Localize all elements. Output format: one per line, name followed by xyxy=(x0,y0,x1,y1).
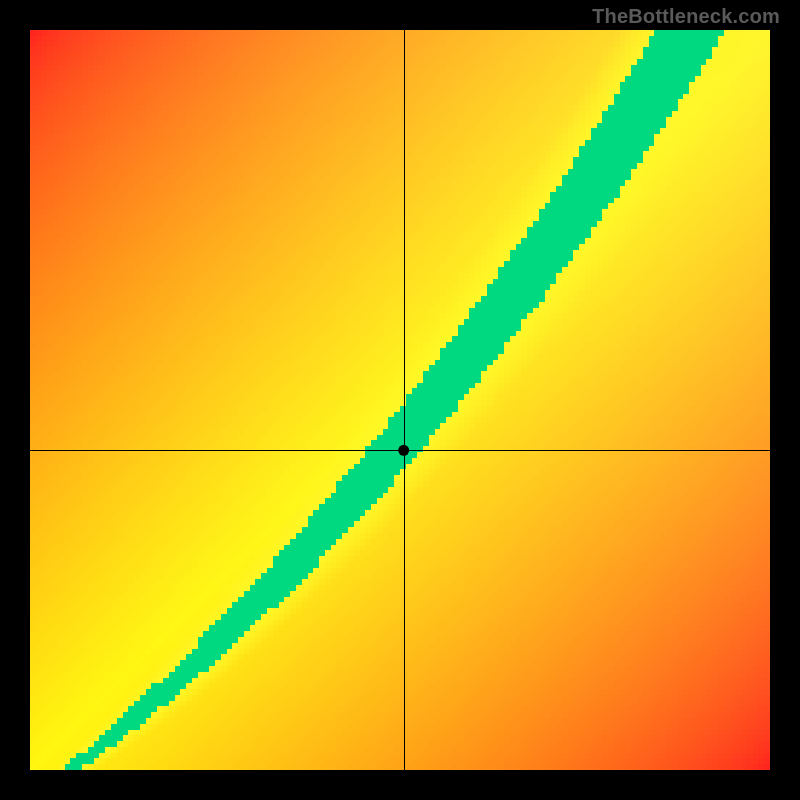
chart-container: TheBottleneck.com xyxy=(0,0,800,800)
plot-area xyxy=(30,30,770,770)
heatmap-canvas xyxy=(30,30,770,770)
watermark-text: TheBottleneck.com xyxy=(592,6,780,29)
